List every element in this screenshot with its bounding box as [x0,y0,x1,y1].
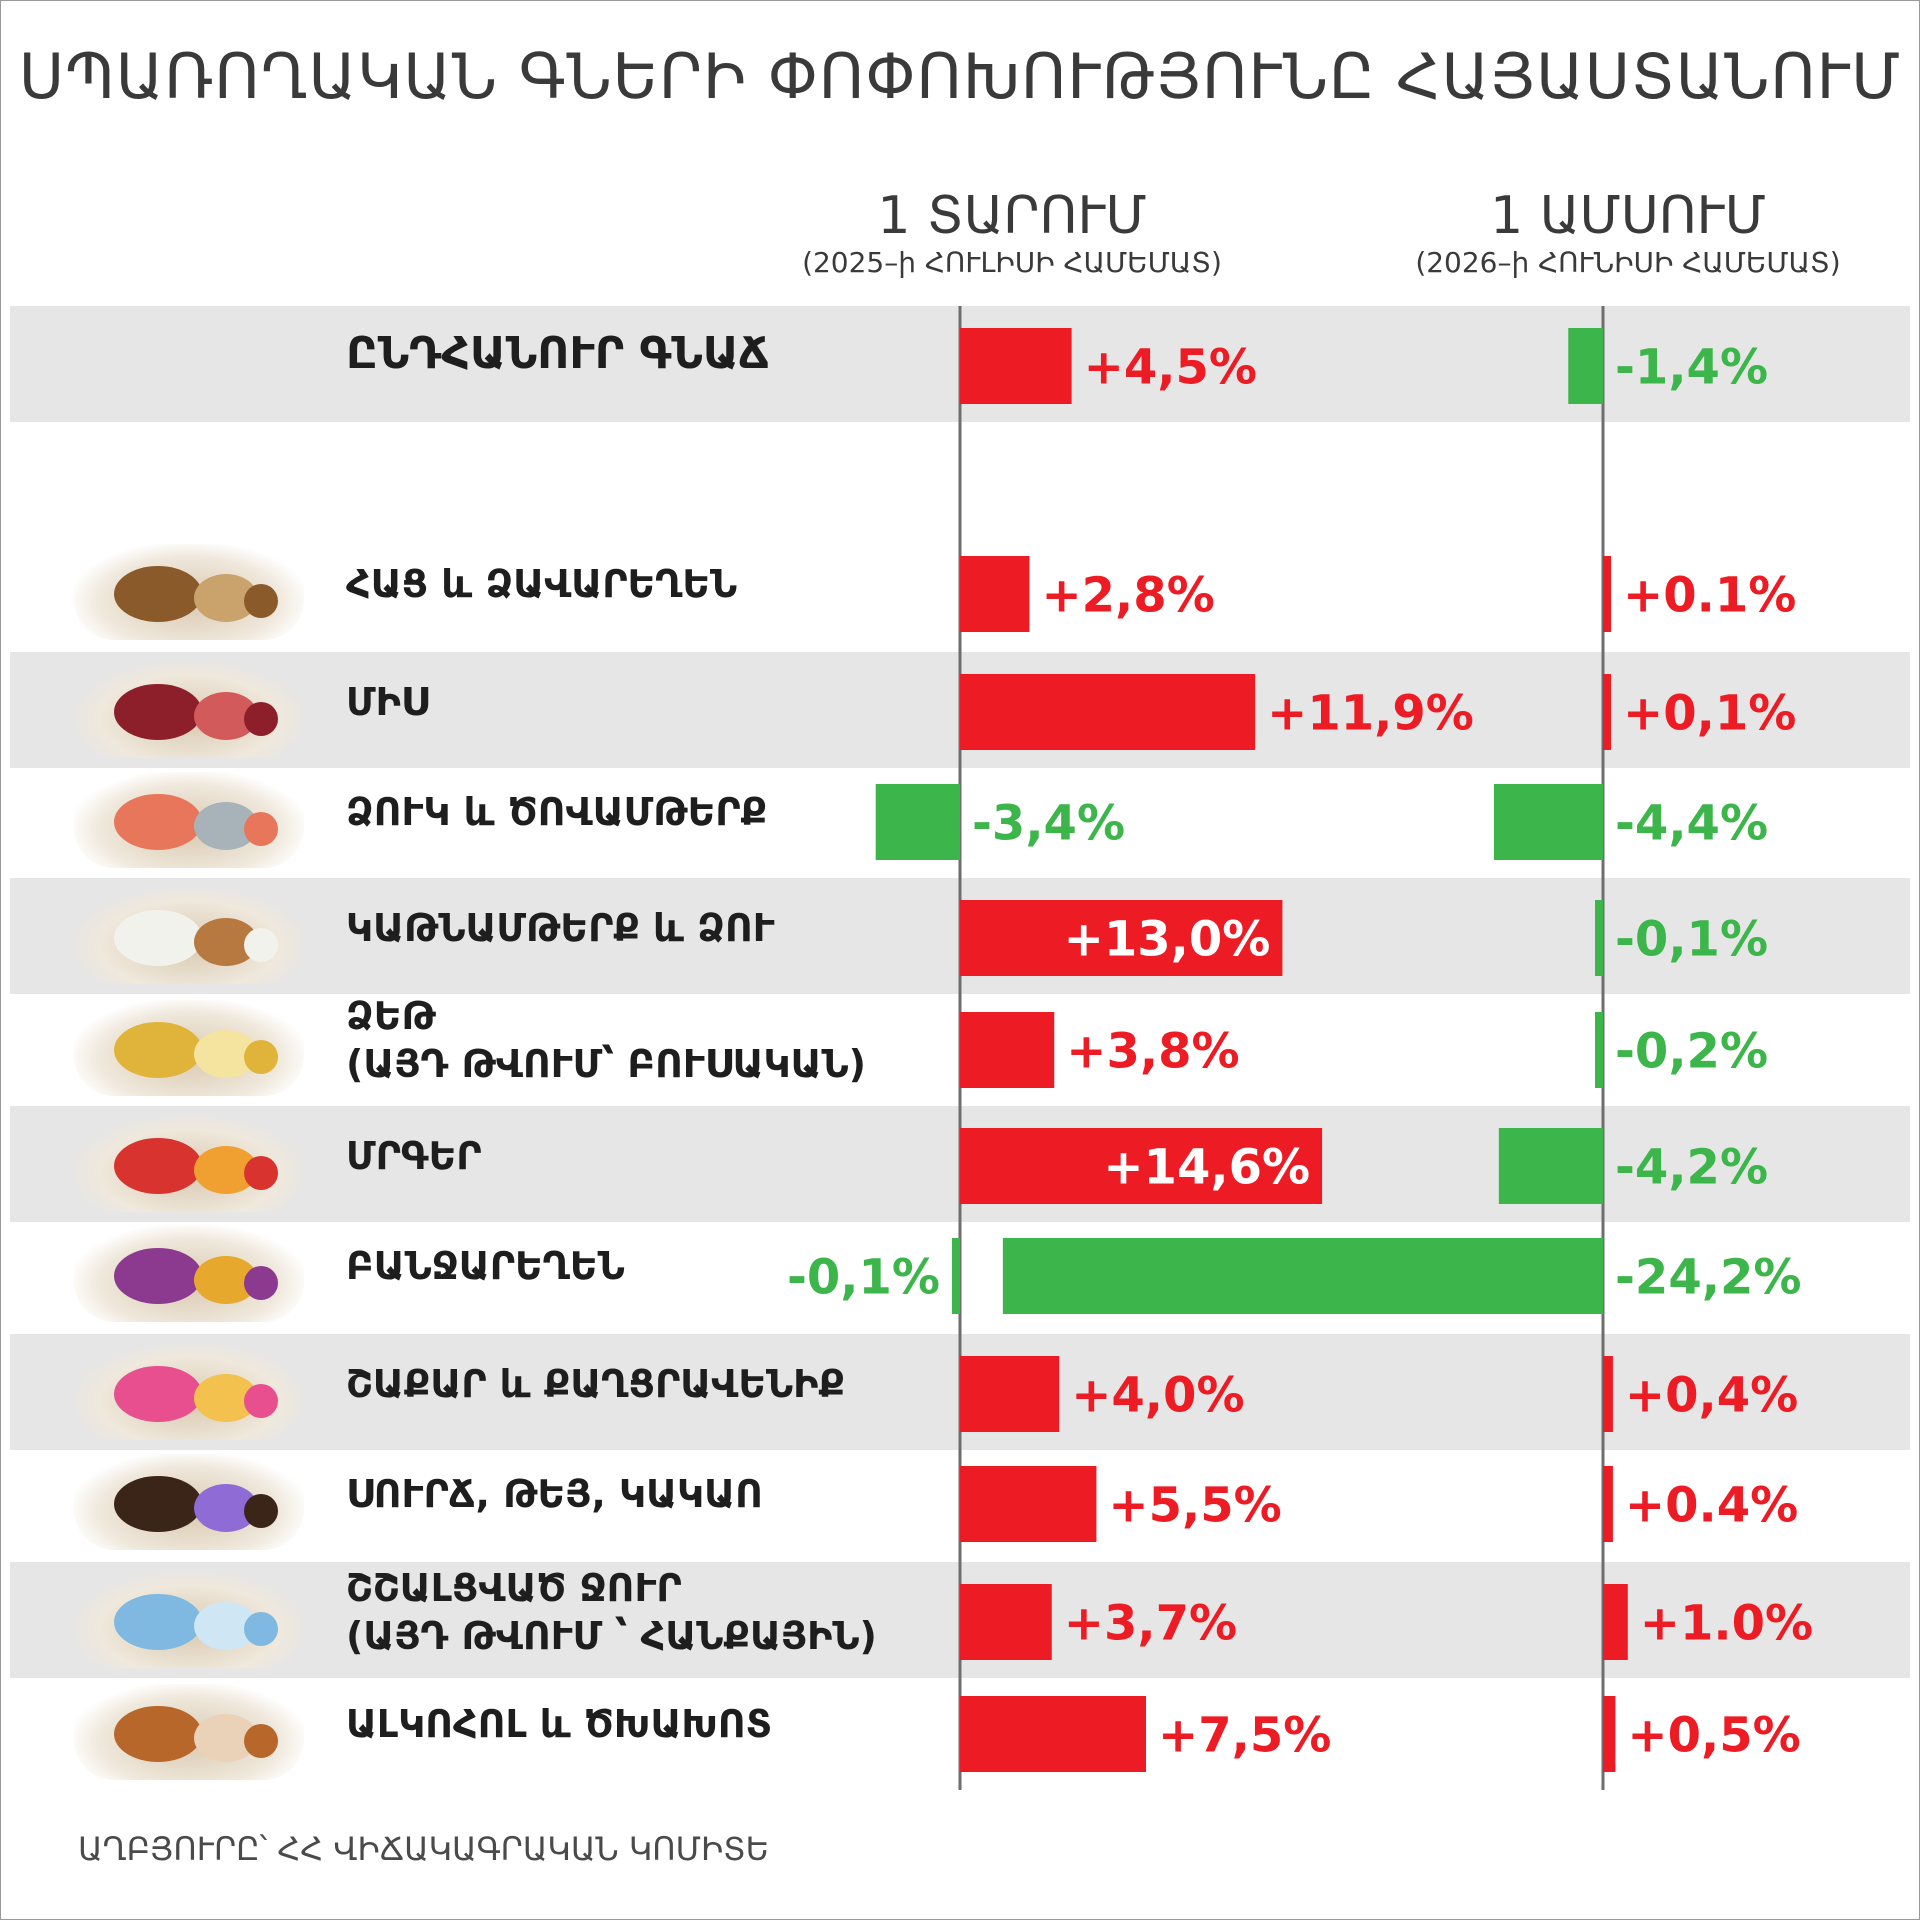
year-bar [960,556,1030,632]
source-note: ԱՂԲՅՈՒՐԸ՝ ՀՀ ՎԻՃԱԿԱԳՐԱԿԱՆ ԿՈՄԻՏԵ [78,1830,770,1868]
year-bar [875,784,960,860]
month-bar [1498,1128,1603,1204]
month-value-label: +0,1% [1623,685,1796,741]
fruit-image [74,1116,304,1212]
year-value-label: +3,7% [1064,1595,1237,1651]
category-row: ԱԼԿՈՀՈԼ և ԾԽԱԽՈՏ [10,1674,1910,1790]
month-value-label: -0,1% [1615,911,1768,967]
month-bar [1595,900,1603,976]
month-bar [1603,1466,1613,1542]
year-value-label: +5,5% [1108,1477,1281,1533]
oil-image [74,1000,304,1096]
month-value-label: -0,2% [1615,1023,1768,1079]
year-bar [952,1238,960,1314]
sweets-image [74,1344,304,1440]
column-header-month: 1 ԱՄՍՈՒՄ (2026–ի ՀՈՒՆԻՍԻ ՀԱՄԵՄԱՏ) [1348,186,1908,280]
vegetables-image [74,1226,304,1322]
year-bar [960,1584,1052,1660]
year-bar [960,674,1256,750]
year-value-label: -3,4% [972,795,1125,851]
month-bar [1603,1584,1628,1660]
water-image [74,1572,304,1668]
category-label: ՄՐԳԵՐ [346,1134,482,1178]
category-label: ԸՆԴՀԱՆՈՒՐ ԳՆԱՃ [346,328,770,379]
year-value-label: +14,6% [1103,1139,1310,1195]
month-value-label: -24,2% [1615,1249,1801,1305]
month-value-label: -4,2% [1615,1139,1768,1195]
month-value-label: -4,4% [1615,795,1768,851]
dairy-image [74,888,304,984]
bread-image [74,544,304,640]
category-label: ՁՈՒԿ և ԾՈՎԱՄԹԵՐՔ [346,790,768,834]
category-row: ԲԱՆՋԱՐԵՂԵՆ [10,1216,1910,1332]
year-value-label: +2,8% [1041,567,1214,623]
column-header-year: 1 ՏԱՐՈՒՄ (2025–ի ՀՈՒԼԻՍԻ ՀԱՄԵՄԱՏ) [732,186,1292,280]
year-bar [960,900,1283,976]
year-value-label: -0,1% [787,1249,940,1305]
year-value-label: +13,0% [1064,911,1271,967]
category-row: ՍՈՒՐՃ, ԹԵՅ, ԿԱԿԱՈ [10,1444,1910,1560]
year-bar [960,1128,1323,1204]
column-title-year: 1 ՏԱՐՈՒՄ [877,186,1147,246]
category-label: ԲԱՆՋԱՐԵՂԵՆ [346,1244,625,1288]
category-label: ՁԵԹ (ԱՅԴ ԹՎՈՒՄ՝ ԲՈՒՍԱԿԱՆ) [346,994,867,1086]
category-row: ՁԵԹ (ԱՅԴ ԹՎՈՒՄ՝ ԲՈՒՍԱԿԱՆ) [10,990,1910,1106]
month-bar [1603,556,1611,632]
month-value-label: +0.4% [1625,1477,1798,1533]
year-value-label: +7,5% [1158,1707,1331,1763]
alcohol-image [74,1684,304,1780]
month-value-label: +0,5% [1627,1707,1800,1763]
year-bar [960,1356,1060,1432]
category-label: ՇՇԱԼՑՎԱԾ ՋՈՒՐ (ԱՅԴ ԹՎՈՒՄ ՝ ՀԱՆՔԱՅԻՆ) [346,1566,877,1658]
month-value-label: +1.0% [1640,1595,1813,1651]
meat-image [74,662,304,758]
month-bar [1493,784,1603,860]
column-subtitle-month: (2026–ի ՀՈՒՆԻՍԻ ՀԱՄԵՄԱՏ) [1415,246,1841,279]
year-value-label: +11,9% [1267,685,1474,741]
category-label: ԱԼԿՈՀՈԼ և ԾԽԱԽՈՏ [346,1702,773,1746]
column-title-month: 1 ԱՄՍՈՒՄ [1490,186,1766,246]
year-bar [960,328,1072,404]
month-bar [1002,1238,1603,1314]
category-label: ՀԱՑ և ՁԱՎԱՐԵՂԵՆ [346,562,738,606]
category-label: ԿԱԹՆԱՄԹԵՐՔ և ՁՈՒ [346,906,775,950]
year-bar [960,1466,1097,1542]
category-label: ՍՈՒՐՃ, ԹԵՅ, ԿԱԿԱՈ [346,1472,763,1516]
month-bar [1603,1356,1613,1432]
month-bar [1603,674,1611,750]
year-bar [960,1696,1146,1772]
fish-image [74,772,304,868]
month-value-label: +0,4% [1625,1367,1798,1423]
category-label: ՄԻՍ [346,680,429,724]
column-subtitle-year: (2025–ի ՀՈՒԼԻՍԻ ՀԱՄԵՄԱՏ) [802,246,1222,279]
year-value-label: +4,0% [1071,1367,1244,1423]
month-bar [1568,328,1603,404]
category-label: ՇԱՔԱՐ և ՔԱՂՑՐԱՎԵՆԻՔ [346,1362,845,1406]
month-bar [1603,1696,1616,1772]
year-bar [960,1012,1055,1088]
category-row: ՁՈՒԿ և ԾՈՎԱՄԹԵՐՔ [10,762,1910,878]
month-value-label: +0.1% [1623,567,1796,623]
coffee-image [74,1454,304,1550]
category-row: ՀԱՑ և ՁԱՎԱՐԵՂԵՆ [10,534,1910,650]
year-value-label: +4,5% [1084,339,1257,395]
month-value-label: -1,4% [1615,339,1768,395]
year-value-label: +3,8% [1066,1023,1239,1079]
month-bar [1595,1012,1603,1088]
chart-title: ՍՊԱՌՈՂԱԿԱՆ ԳՆԵՐԻ ՓՈՓՈԽՈՒԹՅՈՒՆԸ ՀԱՅԱՍՏԱՆՈ… [18,40,1902,113]
